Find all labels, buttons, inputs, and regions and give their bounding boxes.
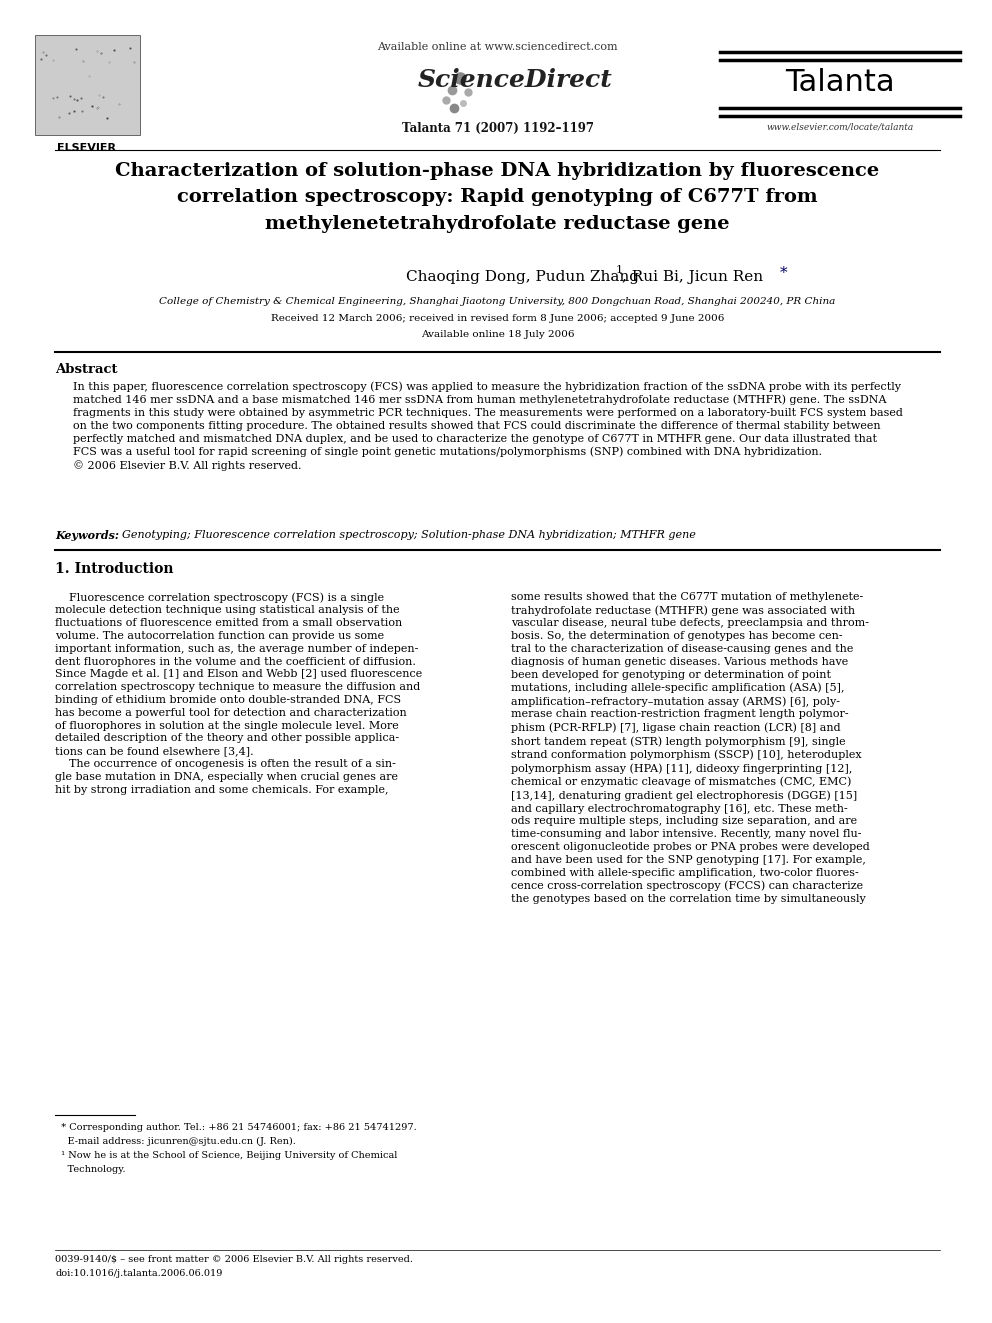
Text: Available online at www.sciencedirect.com: Available online at www.sciencedirect.co…	[377, 42, 618, 52]
Text: Fluorescence correlation spectroscopy (FCS) is a single
molecule detection techn: Fluorescence correlation spectroscopy (F…	[55, 591, 423, 795]
Text: ELSEVIER: ELSEVIER	[58, 143, 116, 153]
Text: Talanta 71 (2007) 1192–1197: Talanta 71 (2007) 1192–1197	[402, 122, 593, 135]
Text: Available online 18 July 2006: Available online 18 July 2006	[421, 329, 574, 339]
Text: * Corresponding author. Tel.: +86 21 54746001; fax: +86 21 54741297.: * Corresponding author. Tel.: +86 21 547…	[55, 1123, 417, 1132]
Text: doi:10.1016/j.talanta.2006.06.019: doi:10.1016/j.talanta.2006.06.019	[55, 1269, 222, 1278]
Text: , Rui Bi, Jicun Ren: , Rui Bi, Jicun Ren	[623, 270, 764, 284]
Text: Talanta: Talanta	[786, 67, 895, 97]
Text: www.elsevier.com/locate/talanta: www.elsevier.com/locate/talanta	[767, 122, 914, 131]
Text: Chaoqing Dong, Pudun Zhang: Chaoqing Dong, Pudun Zhang	[406, 270, 639, 284]
Text: Received 12 March 2006; received in revised form 8 June 2006; accepted 9 June 20: Received 12 March 2006; received in revi…	[271, 314, 724, 323]
Bar	[35, 34, 140, 135]
Text: *: *	[780, 266, 787, 280]
Text: Characterization of solution-phase DNA hybridization by fluorescence
correlation: Characterization of solution-phase DNA h…	[115, 161, 880, 233]
Text: 1. Introduction: 1. Introduction	[55, 562, 174, 576]
Text: In this paper, fluorescence correlation spectroscopy (FCS) was applied to measur: In this paper, fluorescence correlation …	[73, 381, 903, 471]
Text: Keywords:: Keywords:	[55, 531, 119, 541]
Text: College of Chemistry & Chemical Engineering, Shanghai Jiaotong University, 800 D: College of Chemistry & Chemical Engineer…	[160, 296, 835, 306]
Text: 1: 1	[615, 265, 623, 275]
Text: Abstract: Abstract	[55, 363, 117, 376]
Text: some results showed that the C677T mutation of methylenete-
trahydrofolate reduc: some results showed that the C677T mutat…	[511, 591, 870, 904]
Text: E-mail address: jicunren@sjtu.edu.cn (J. Ren).: E-mail address: jicunren@sjtu.edu.cn (J.…	[55, 1136, 296, 1146]
Text: ¹ Now he is at the School of Science, Beijing University of Chemical: ¹ Now he is at the School of Science, Be…	[55, 1151, 398, 1160]
Text: Genotyping; Fluorescence correlation spectroscopy; Solution-phase DNA hybridizat: Genotyping; Fluorescence correlation spe…	[115, 531, 695, 540]
Text: ScienceDirect: ScienceDirect	[418, 67, 613, 93]
Text: 0039-9140/$ – see front matter © 2006 Elsevier B.V. All rights reserved.: 0039-9140/$ – see front matter © 2006 El…	[55, 1256, 413, 1263]
Text: Technology.: Technology.	[55, 1166, 126, 1174]
